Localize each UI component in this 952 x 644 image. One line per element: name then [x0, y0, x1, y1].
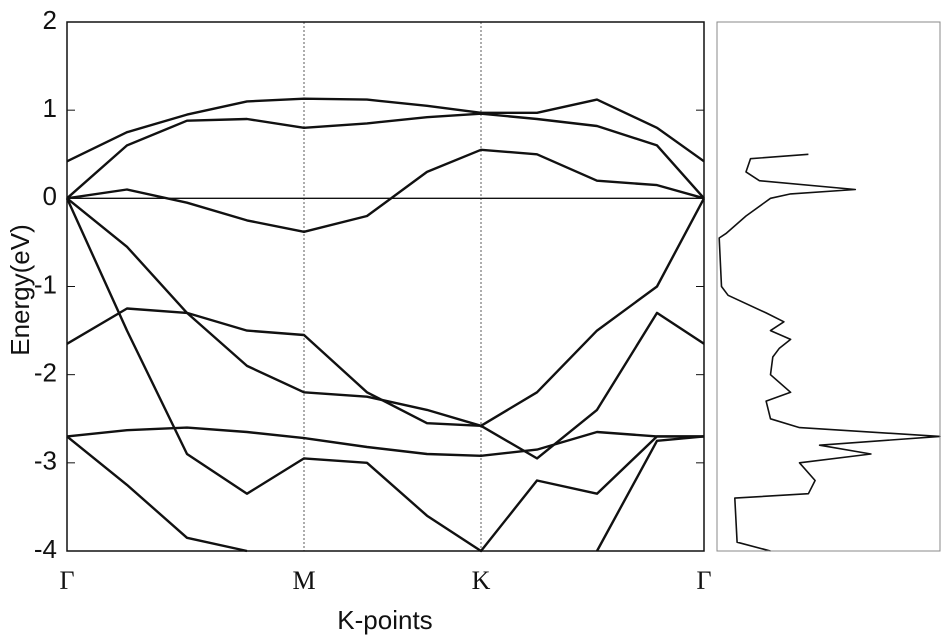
- x-tick-label: Γ: [696, 566, 711, 595]
- y-tick-label: 1: [43, 93, 57, 123]
- plot-frame: [66, 21, 705, 552]
- y-tick-label: -3: [34, 446, 57, 476]
- band-line: [66, 307, 705, 460]
- y-tick-label: 0: [43, 181, 57, 211]
- y-tick-label: 2: [43, 5, 57, 35]
- x-tick-label: Γ: [59, 566, 74, 595]
- y-tick-label: -2: [34, 358, 57, 388]
- dos-line: [718, 153, 941, 552]
- plot-frame: [716, 21, 941, 552]
- band-line: [66, 435, 705, 553]
- band-line: [66, 97, 705, 163]
- y-axis-label: Energy(eV): [5, 224, 35, 356]
- band-line: [65, 197, 704, 553]
- x-tick-label: M: [292, 566, 315, 595]
- x-axis-label: K-points: [337, 605, 432, 635]
- y-tick-label: -4: [34, 534, 57, 564]
- x-tick-label: K: [472, 566, 491, 595]
- y-tick-label: -1: [34, 269, 57, 299]
- band-line: [66, 112, 705, 200]
- band-line: [66, 197, 706, 427]
- band-line: [66, 148, 705, 233]
- band-line: [66, 426, 704, 457]
